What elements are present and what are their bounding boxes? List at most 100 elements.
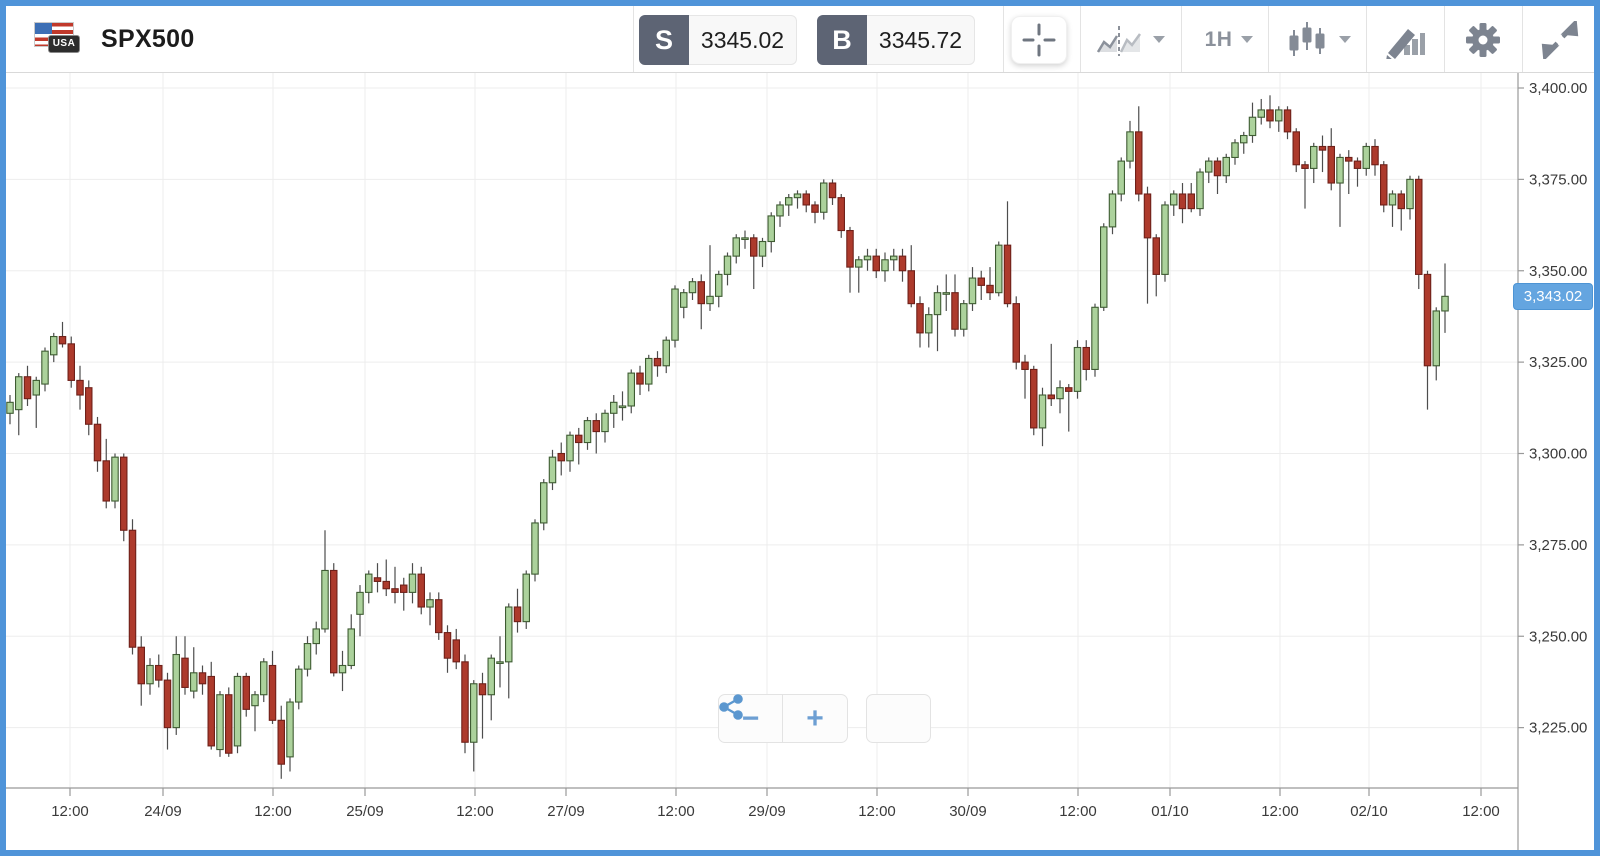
chart-type-icon: [1096, 25, 1141, 56]
candle: [198, 672, 207, 685]
candle: [566, 434, 574, 462]
candle: [23, 376, 32, 400]
current-price-badge: 3,343.02: [1513, 283, 1593, 310]
divider: [633, 6, 634, 72]
instrument-symbol: SPX500: [101, 25, 195, 53]
candle: [172, 653, 181, 729]
candle: [522, 573, 530, 623]
candle: [1030, 368, 1038, 429]
usa-flag-icon: USA: [34, 22, 80, 56]
candle: [1012, 303, 1020, 363]
candle: [286, 701, 294, 758]
candle: [706, 295, 714, 305]
crosshair-button[interactable]: [1011, 16, 1067, 64]
time-axis-label: 12:00: [1462, 803, 1500, 820]
candlestick-chart[interactable]: 3,400.00 3,375.00 3,350.00 3,325.00 3,300.00…: [6, 73, 1594, 850]
zoom-out-button[interactable]: −: [718, 694, 783, 743]
candle: [382, 580, 390, 590]
candle: [802, 193, 810, 206]
candle: [1345, 156, 1353, 162]
candle: [732, 237, 740, 257]
candle: [181, 657, 189, 688]
candle: [644, 357, 653, 385]
candle: [1406, 178, 1414, 210]
timeframe-button[interactable]: 1H: [1194, 6, 1264, 73]
fullscreen-button[interactable]: [1530, 6, 1590, 73]
timeframe-label: 1H: [1204, 27, 1233, 51]
candle: [1196, 171, 1204, 210]
price-axis-label: 3,375.00: [1529, 171, 1587, 188]
candle: [758, 240, 767, 257]
price-axis-label: 3,250.00: [1529, 628, 1587, 645]
sell-price[interactable]: 3345.02: [689, 15, 797, 65]
candle: [1310, 145, 1318, 169]
candle: [811, 204, 819, 213]
candle: [461, 661, 469, 743]
candle: [557, 452, 565, 462]
candle: [49, 335, 58, 356]
candle: [636, 372, 644, 385]
candle: [767, 215, 775, 243]
candle: [723, 255, 732, 275]
candle: [539, 482, 548, 524]
candle: [1283, 109, 1292, 133]
candle: [688, 281, 697, 294]
candle: [1371, 145, 1379, 166]
settings-button[interactable]: [1454, 6, 1512, 73]
price-axis-label: 3,350.00: [1529, 263, 1587, 280]
chart-type-button[interactable]: [1088, 6, 1172, 73]
candle: [504, 606, 513, 663]
candle: [207, 675, 216, 747]
sell-label[interactable]: S: [639, 15, 689, 65]
candle: [190, 672, 198, 692]
drawing-tools-button[interactable]: [1378, 6, 1432, 73]
candle: [697, 281, 705, 305]
divider: [1366, 6, 1367, 72]
zoom-in-button[interactable]: +: [783, 694, 848, 743]
buy-button[interactable]: B 3345.72: [817, 15, 975, 65]
chart-canvas[interactable]: 3,400.00 3,375.00 3,350.00 3,325.00 3,300.00…: [6, 73, 1594, 850]
candle: [146, 664, 154, 685]
candle: [347, 628, 355, 667]
share-button[interactable]: [719, 694, 931, 743]
time-axis-label: 12:00: [1059, 803, 1097, 820]
zoom-controls: − +: [718, 694, 931, 743]
candle: [592, 420, 600, 433]
candle-style-button[interactable]: [1278, 6, 1358, 73]
candle: [1327, 145, 1336, 184]
candle: [1301, 164, 1309, 169]
candle: [1222, 156, 1231, 177]
candle: [216, 694, 224, 751]
buy-price[interactable]: 3345.72: [867, 15, 975, 65]
candle: [662, 339, 670, 367]
candle: [846, 229, 854, 268]
candle: [408, 573, 417, 593]
candle: [1415, 178, 1423, 275]
candle: [1388, 193, 1397, 206]
candle: [653, 357, 662, 367]
divider: [1181, 6, 1182, 72]
candle: [1397, 193, 1406, 210]
candle: [924, 314, 933, 334]
candle: [76, 379, 84, 396]
candle: [916, 303, 924, 334]
candle: [329, 569, 338, 674]
sell-button[interactable]: S 3345.02: [639, 15, 797, 65]
gear-icon: [1466, 22, 1500, 57]
candle: [872, 255, 880, 272]
time-axis-label: 12:00: [858, 803, 896, 820]
candle: [881, 259, 889, 272]
candle: [1213, 160, 1222, 177]
candle: [1100, 226, 1108, 308]
candle: [356, 591, 364, 615]
candle: [469, 683, 478, 743]
chevron-down-icon: [1338, 36, 1351, 43]
buy-label[interactable]: B: [817, 15, 867, 65]
candle: [1143, 193, 1152, 239]
candle: [513, 606, 522, 623]
candle: [277, 719, 285, 765]
candle: [1126, 131, 1134, 162]
candle: [1082, 346, 1091, 370]
candle: [1003, 244, 1012, 305]
